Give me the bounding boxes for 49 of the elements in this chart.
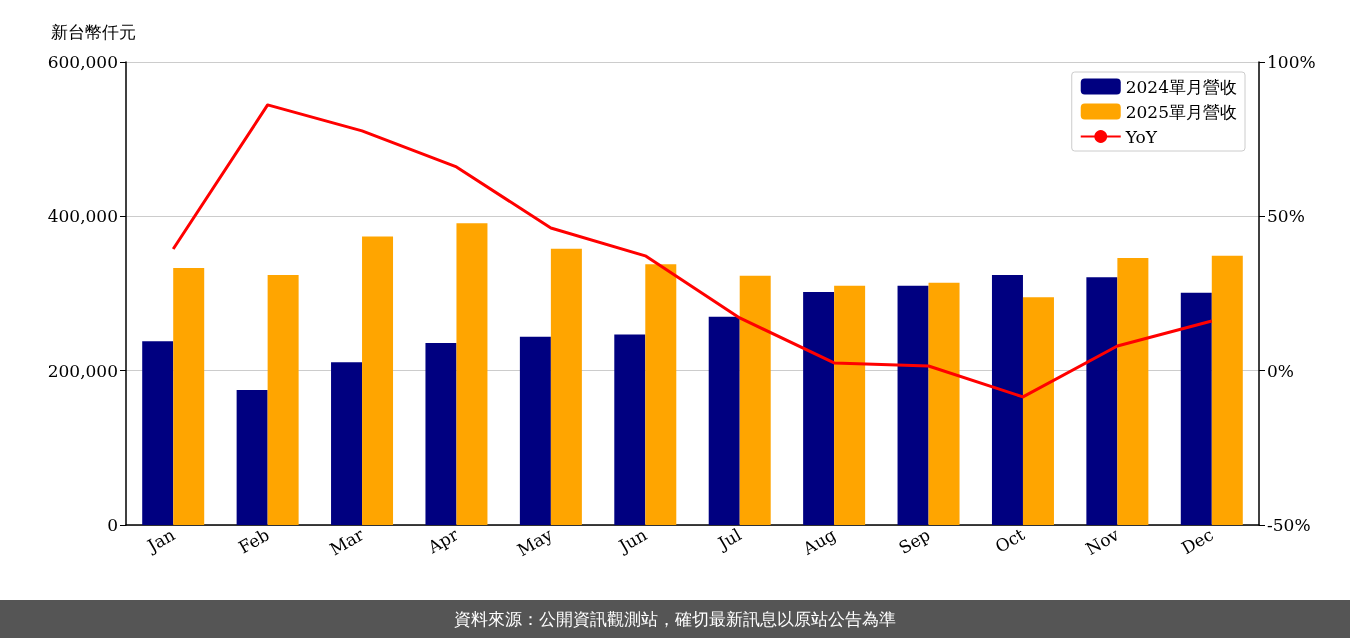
bar	[897, 285, 929, 525]
y2-tick-label: 0%	[1267, 360, 1294, 381]
bar	[708, 316, 740, 525]
y-axis-title: 新台幣仟元	[51, 21, 136, 42]
legend-label: 2024單月營收	[1125, 76, 1237, 97]
bar	[425, 342, 457, 525]
y-tick-label: 0	[107, 515, 118, 535]
x-tick-label: Aug	[798, 524, 840, 560]
y-tick-label: 200,000	[47, 360, 118, 381]
bar	[550, 248, 582, 525]
x-tick-label: Jan	[142, 524, 179, 557]
x-tick-label: Feb	[235, 524, 273, 558]
source-note: 資料來源：公開資訊觀測站，確切最新訊息以原站公告為準	[0, 600, 1350, 638]
bar	[362, 236, 394, 525]
bar	[173, 268, 205, 525]
bar	[614, 334, 646, 525]
bar	[331, 362, 363, 525]
bar	[142, 341, 174, 525]
x-tick-label: Oct	[991, 524, 1029, 557]
y-tick-label: 400,000	[47, 206, 118, 227]
y-tick-label: 600,000	[47, 52, 118, 72]
bar	[834, 285, 866, 525]
x-tick-label: Apr	[423, 523, 463, 558]
bar	[1180, 292, 1212, 525]
x-tick-label: May	[513, 524, 557, 561]
bar	[1086, 277, 1118, 525]
y2-tick-label: 100%	[1267, 52, 1316, 72]
bar	[519, 336, 551, 525]
x-tick-label: Dec	[1178, 524, 1217, 559]
y2-tick-label: -50%	[1267, 515, 1311, 535]
x-tick-label: Sep	[895, 524, 934, 558]
bar	[739, 275, 771, 525]
bar	[236, 389, 268, 525]
bar	[645, 264, 677, 525]
bar	[1211, 255, 1243, 525]
x-tick-label: Mar	[326, 523, 368, 560]
bar	[456, 223, 488, 525]
legend-label: YoY	[1124, 126, 1158, 147]
x-tick-label: Jul	[712, 524, 745, 555]
bar	[267, 274, 299, 525]
bar	[803, 291, 835, 525]
bar	[1022, 297, 1054, 525]
x-tick-label: Nov	[1082, 524, 1123, 559]
y2-tick-label: 50%	[1267, 206, 1305, 227]
bar	[928, 282, 960, 525]
x-tick-label: Jun	[613, 524, 651, 557]
bar	[991, 274, 1023, 525]
bar	[1117, 258, 1149, 525]
legend-label: 2025單月營收	[1125, 101, 1237, 122]
